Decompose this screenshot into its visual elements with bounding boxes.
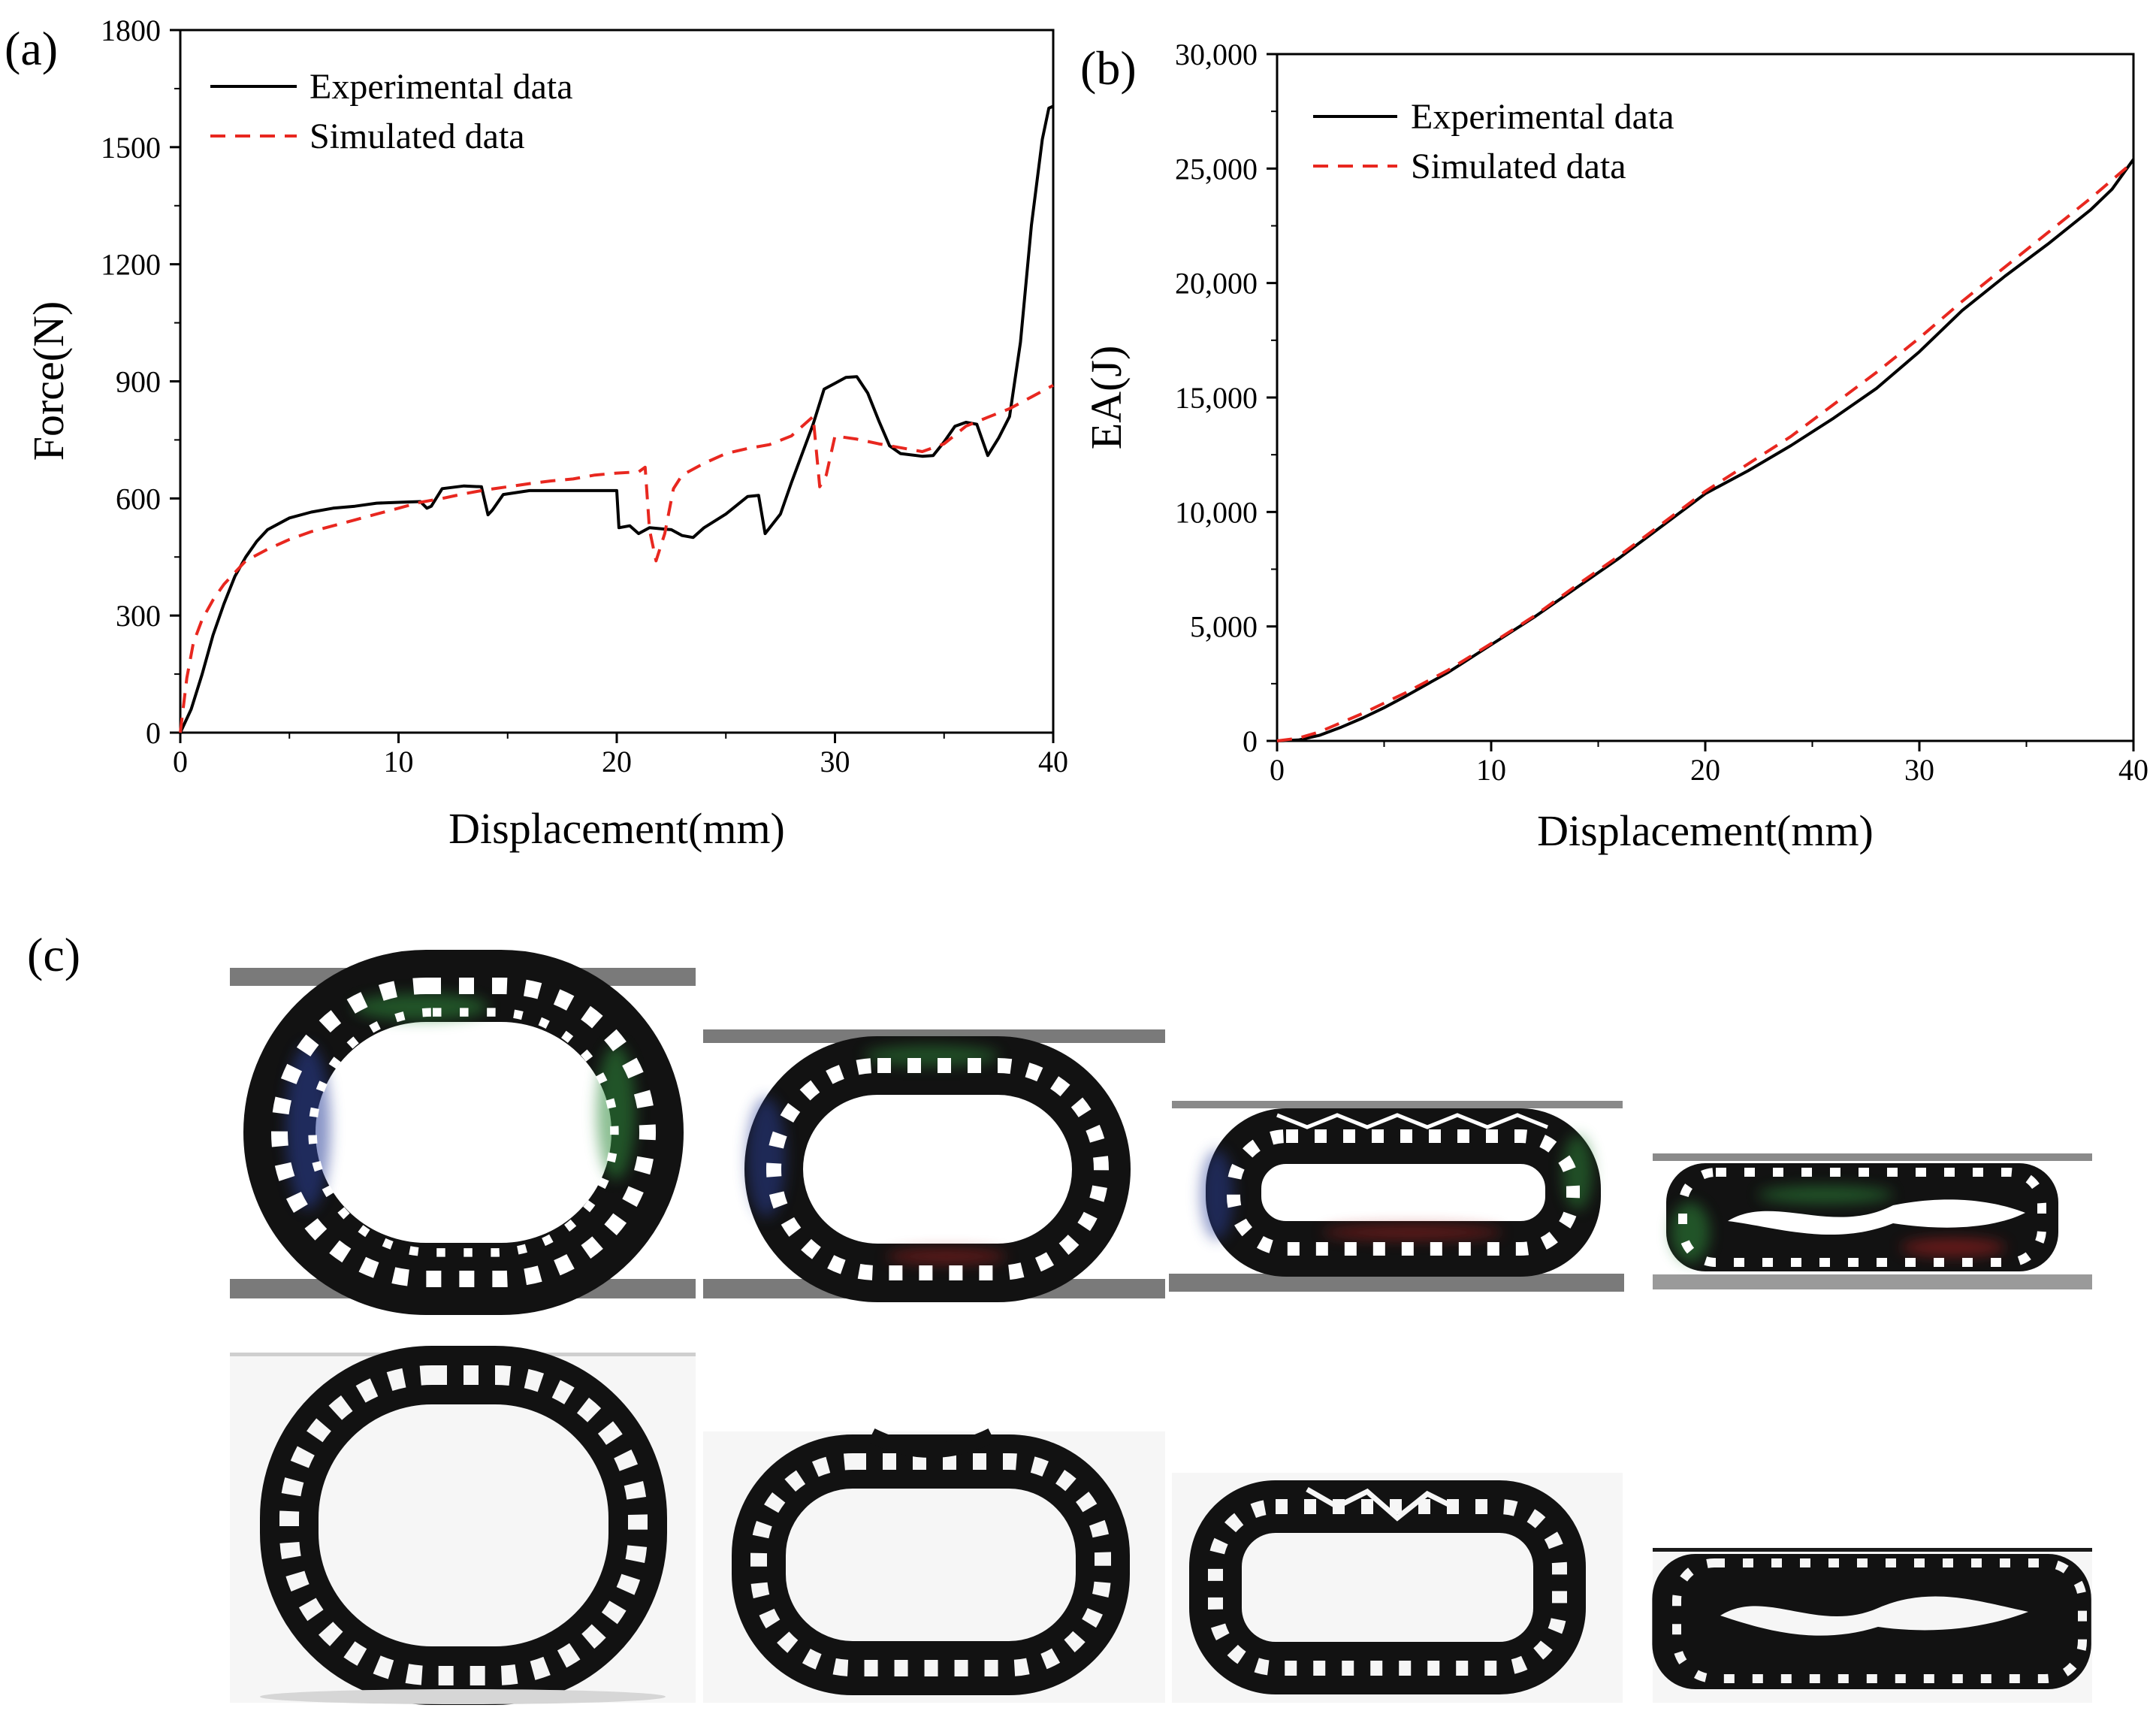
chart-b-legend-label-simulated: Simulated data — [1411, 147, 1626, 186]
chart-b-y-axis-label: EA(J) — [1082, 346, 1131, 450]
panel-a: (a) 0 10 20 30 40 0 300 600 900 1200 1500 1800 Dis… — [5, 14, 1068, 853]
chart-a-y-tick-label: 600 — [116, 482, 161, 515]
panel-c: (c) — [27, 928, 2092, 1705]
simulation-frame-4 — [1653, 1153, 2092, 1289]
folded-top-cells — [1276, 1113, 1548, 1129]
chart-b-x-tick-label: 30 — [1904, 753, 1934, 787]
cell-pattern-overlay — [1678, 1168, 2046, 1267]
chart-b-legend: Experimental data Simulated data — [1313, 97, 1674, 186]
panel-a-label: (a) — [5, 22, 58, 75]
chart-a-x-tick-label: 10 — [384, 745, 414, 778]
top-platen — [1653, 1548, 2092, 1552]
photo-frame-4 — [1652, 1548, 2092, 1703]
cell-pattern-overlay — [271, 978, 656, 1287]
chart-a-y-tick-label: 1500 — [101, 131, 161, 165]
chart-a-plot-area: 0 10 20 30 40 0 300 600 900 1200 1500 1800 — [101, 14, 1068, 778]
cell-pattern-overlay — [1672, 1558, 2087, 1683]
bottom-platen — [1653, 1274, 2092, 1289]
chart-a-y-tick-label: 1200 — [101, 248, 161, 282]
chart-a-ticks — [170, 29, 1055, 743]
chart-a-legend: Experimental data Simulated data — [210, 67, 573, 156]
chart-b-series-simulated — [1276, 160, 2135, 742]
specimen-ring — [744, 1036, 1131, 1302]
collapsed-cavity — [1720, 1596, 2028, 1636]
chart-a-y-tick-label: 0 — [146, 716, 161, 750]
chart-a-y-axis-label: Force(N) — [24, 301, 73, 461]
simulation-frame-2 — [703, 1029, 1165, 1302]
chart-b-y-tick-label: 30,000 — [1175, 38, 1258, 71]
chart-b-legend-label-experimental: Experimental data — [1411, 97, 1674, 137]
chart-b-y-tick-label: 10,000 — [1175, 495, 1258, 529]
chart-a-series-simulated — [179, 383, 1054, 733]
chart-a-y-tick-labels: 0 300 600 900 1200 1500 1800 — [101, 14, 161, 750]
top-platen — [1653, 1153, 2092, 1161]
panel-c-label: (c) — [27, 928, 80, 981]
chart-a-x-axis-label: Displacement(mm) — [448, 804, 785, 853]
chart-a-y-tick-label: 1800 — [101, 14, 161, 47]
chart-a-series — [179, 104, 1054, 733]
chart-b-x-tick-label: 10 — [1476, 753, 1506, 787]
chart-a-series-experimental — [179, 104, 1054, 733]
chart-b-y-tick-labels: 0 5,000 10,000 15,000 20,000 25,000 30,000 — [1175, 38, 1258, 758]
top-dent — [868, 1428, 995, 1458]
photo-frame-2 — [703, 1428, 1165, 1703]
panel-b: (b) 0 10 20 30 40 0 5,000 10,000 15,000 20,000 25… — [1080, 38, 2148, 855]
chart-b-x-tick-label: 40 — [2118, 753, 2148, 787]
chart-a-y-tick-label: 900 — [116, 365, 161, 399]
chart-b-y-tick-label: 0 — [1243, 724, 1258, 758]
chart-b-y-tick-label: 5,000 — [1190, 610, 1258, 644]
chart-b-x-axis-label: Displacement(mm) — [1537, 806, 1874, 855]
simulation-frame-3 — [1169, 1101, 1624, 1292]
simulation-frame-1 — [230, 950, 696, 1315]
stress-contour — [747, 1045, 1007, 1264]
photo-frame-3 — [1172, 1473, 1623, 1703]
chart-b-plot-area: 0 10 20 30 40 0 5,000 10,000 15,000 20,000 25,000… — [1175, 38, 2148, 787]
panel-b-label: (b) — [1080, 41, 1137, 95]
chart-b-frame — [1276, 53, 2135, 742]
top-platen — [1172, 1101, 1623, 1108]
cell-pattern-overlay-inner — [308, 1008, 619, 1257]
chart-b-x-tick-label: 0 — [1270, 753, 1285, 787]
chart-a-legend-label-simulated: Simulated data — [310, 116, 525, 156]
cell-pattern-overlay — [279, 1365, 648, 1685]
chart-b-y-tick-label: 15,000 — [1175, 381, 1258, 415]
chart-b-y-tick-label: 25,000 — [1175, 152, 1258, 186]
stress-contour — [1671, 1186, 2006, 1262]
chart-b-x-tick-labels: 0 10 20 30 40 — [1270, 753, 2148, 787]
chart-b-ticks — [1267, 53, 2135, 751]
chart-a-x-tick-labels: 0 10 20 30 40 — [173, 745, 1068, 778]
photo-frame-1 — [230, 1346, 696, 1705]
chart-a-y-tick-label: 300 — [116, 599, 161, 633]
base-plate — [260, 1689, 666, 1704]
cell-pattern-overlay — [1227, 1129, 1580, 1256]
chart-b-series — [1276, 158, 2135, 742]
chart-a-legend-label-experimental: Experimental data — [310, 67, 573, 107]
chart-a-x-tick-label: 40 — [1038, 745, 1068, 778]
chart-a-x-tick-label: 0 — [173, 745, 188, 778]
chart-b-series-experimental — [1276, 158, 2135, 742]
chart-b-x-tick-label: 20 — [1690, 753, 1720, 787]
cell-pattern-overlay — [750, 1453, 1111, 1676]
chart-a-x-tick-label: 20 — [602, 745, 632, 778]
cell-pattern-overlay — [766, 1058, 1109, 1280]
collapsed-cavity — [1728, 1199, 2025, 1235]
chart-a-x-tick-label: 30 — [820, 745, 850, 778]
chart-b-y-tick-label: 20,000 — [1175, 267, 1258, 301]
specimen-ring — [243, 950, 684, 1315]
top-fold — [1306, 1486, 1459, 1522]
